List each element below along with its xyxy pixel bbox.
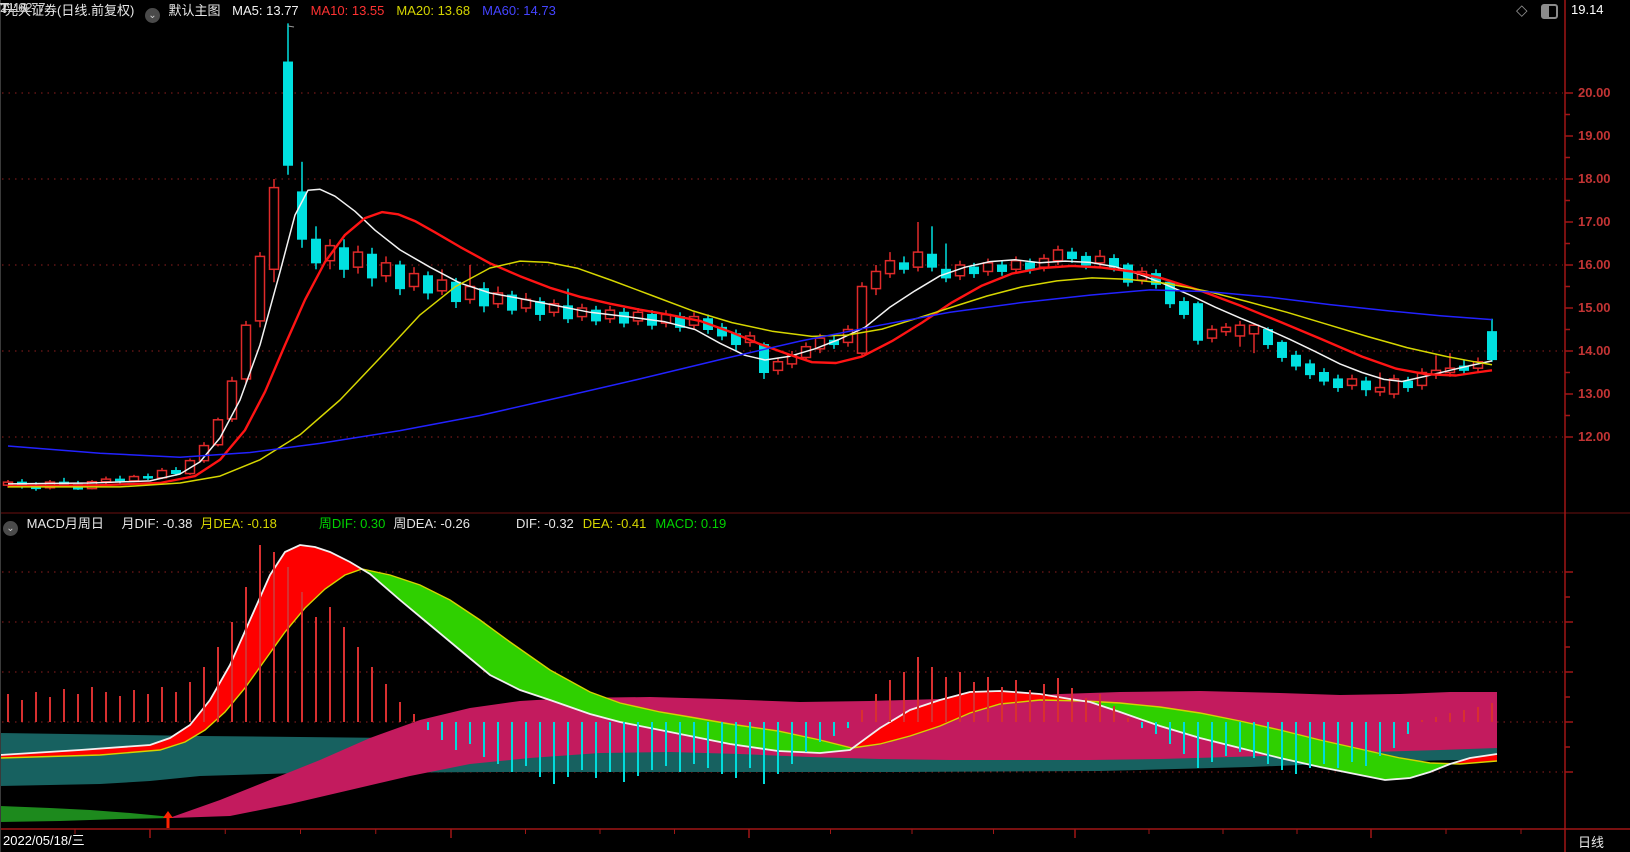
diamond-icon[interactable]: ◇	[1516, 2, 1528, 19]
macd-legend: 月DIF: -0.38 月DEA: -0.18 周DIF: 0.30 周DEA: -0…	[108, 516, 727, 531]
low-price-annotation: ←10.77	[0, 0, 46, 15]
stock-title: 光大证券(日线.前复权)	[5, 3, 135, 18]
date-badge: 2022/05/18/三	[3, 833, 85, 848]
macd-legend-item: DIF: -0.32	[515, 516, 574, 531]
high-price-annotation: 21.62	[0, 0, 33, 15]
macd-legend-item: DEA: -0.41	[582, 516, 647, 531]
window-left-border	[0, 0, 1, 852]
macd-legend-item: MACD: 0.19	[655, 516, 727, 531]
macd-legend-item: 周DEA: -0.26	[393, 516, 470, 531]
price-axis-label: 17.00	[1578, 214, 1611, 229]
price-axis-label: 16.00	[1578, 257, 1611, 272]
current-price-badge: 19.14	[1571, 2, 1604, 17]
macd-legend-item: 月DEA: -0.18	[200, 516, 277, 531]
chevron-down-icon[interactable]: ⌄	[144, 8, 160, 23]
overlay-label[interactable]: 默认主图	[168, 3, 221, 18]
ma-legend-item: MA5: 13.77	[232, 3, 299, 18]
price-axis-label: 18.00	[1578, 171, 1611, 186]
main-chart-header: 光大证券(日线.前复权) ⌄ 默认主图 MA5: 13.77 MA10: 13.5…	[5, 2, 568, 23]
macd-indicator-title[interactable]: MACD月周日	[26, 516, 104, 531]
price-axis-label: 13.00	[1578, 386, 1611, 401]
macd-panel-header: ⌄ MACD月周日 月DIF: -0.38 月DEA: -0.18 周DIF: 0.…	[3, 515, 727, 536]
ma-legend-item: MA60: 14.73	[482, 3, 556, 18]
panel-layout-icon[interactable]	[1541, 4, 1558, 19]
price-axis-label: 14.00	[1578, 343, 1611, 358]
price-axis-label: 12.00	[1578, 429, 1611, 444]
ma-legend-item: MA10: 13.55	[310, 3, 385, 18]
t-signal-marker: T	[0, 0, 10, 17]
price-axis-label: 19.00	[1578, 128, 1611, 143]
price-axis-label: 15.00	[1578, 300, 1611, 315]
chevron-down-icon[interactable]: ⌄	[3, 521, 18, 536]
period-label[interactable]: 日线	[1578, 835, 1605, 850]
price-axis-label: 20.00	[1578, 85, 1611, 100]
macd-legend-item: 周DIF: 0.30	[318, 516, 386, 531]
macd-legend-item: 月DIF: -0.38	[121, 516, 193, 531]
ma-legend: MA5: 13.77 MA10: 13.55 MA20: 13.68 MA60: 14…	[232, 3, 568, 18]
ma-legend-item: MA20: 13.68	[396, 3, 471, 18]
